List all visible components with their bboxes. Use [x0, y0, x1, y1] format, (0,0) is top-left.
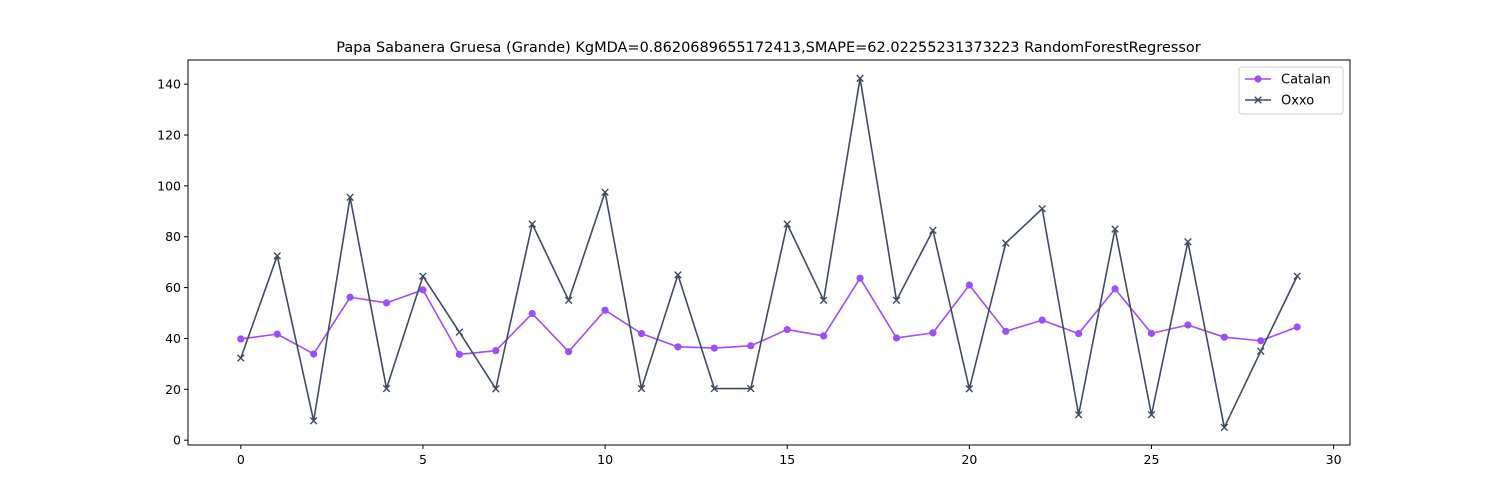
chart-title: Papa Sabanera Gruesa (Grande) KgMDA=0.86… — [336, 40, 1200, 56]
data-point-oxxo — [965, 385, 974, 393]
y-tick-label: 140 — [157, 77, 181, 92]
data-point-catalan — [1220, 333, 1228, 341]
y-tick-label: 100 — [157, 178, 181, 193]
data-point-oxxo — [455, 328, 464, 336]
data-point-catalan — [1075, 330, 1083, 338]
data-point-catalan — [382, 299, 391, 307]
data-point-catalan — [419, 286, 427, 294]
data-point-catalan — [601, 306, 609, 314]
data-point-oxxo — [346, 193, 354, 202]
axes: 0 5 10 15 20 25 30 0 20 40 60 80 100 120 140 — [157, 59, 1351, 467]
data-point-catalan — [1002, 327, 1010, 335]
data-point-oxxo — [856, 74, 864, 83]
data-point-oxxo — [1184, 238, 1192, 246]
y-tick-label: 20 — [165, 382, 181, 397]
data-point-catalan — [492, 347, 500, 355]
data-point-catalan — [1038, 316, 1046, 324]
data-point-catalan — [1257, 337, 1265, 345]
data-point-oxxo — [309, 417, 318, 425]
legend-label-oxxo: Oxxo — [1281, 94, 1314, 109]
data-point-catalan — [1111, 285, 1119, 293]
x-tick-label: 25 — [1144, 452, 1160, 467]
data-point-oxxo — [674, 271, 682, 279]
data-point-oxxo — [273, 252, 282, 260]
data-point-oxxo — [892, 296, 901, 305]
data-point-oxxo — [637, 384, 646, 393]
x-tick-label: 0 — [237, 452, 245, 467]
y-tick-label: 120 — [157, 128, 181, 143]
data-point-oxxo — [492, 385, 500, 393]
y-tick-label: 80 — [165, 229, 181, 244]
data-point-oxxo — [237, 354, 245, 362]
legend-marker-oxxo — [1254, 96, 1262, 104]
data-point-oxxo — [1220, 423, 1229, 432]
data-point-catalan — [310, 350, 318, 358]
data-point-oxxo — [783, 220, 792, 228]
data-point-catalan — [820, 332, 828, 340]
data-point-oxxo — [1147, 410, 1156, 419]
data-point-catalan — [856, 274, 864, 282]
data-point-catalan — [1147, 329, 1156, 337]
y-tick-label: 40 — [165, 331, 181, 346]
data-point-catalan — [674, 343, 682, 351]
legend-label-catalan: Catalan — [1281, 73, 1331, 88]
data-point-oxxo — [1111, 225, 1119, 233]
x-tick-label: 5 — [419, 452, 427, 467]
plot-area — [237, 74, 1301, 432]
data-point-oxxo — [929, 226, 937, 235]
data-point-oxxo — [819, 296, 828, 305]
data-point-catalan — [929, 329, 937, 337]
data-point-catalan — [1184, 321, 1192, 329]
data-point-catalan — [710, 344, 718, 352]
data-point-oxxo — [710, 384, 719, 393]
legend-marker-catalan — [1254, 75, 1262, 83]
data-point-oxxo — [1293, 272, 1301, 280]
data-point-oxxo — [1001, 239, 1010, 247]
x-tick-label: 20 — [961, 452, 977, 467]
data-point-catalan — [455, 350, 463, 359]
data-point-oxxo — [1256, 347, 1265, 355]
data-point-catalan — [346, 293, 354, 301]
data-point-oxxo — [746, 384, 755, 393]
data-point-oxxo — [528, 220, 537, 228]
series-line-catalan — [240, 277, 1298, 356]
x-tick-label: 10 — [597, 452, 613, 467]
data-point-catalan — [528, 309, 536, 318]
x-tick-label: 15 — [779, 452, 795, 467]
data-point-catalan — [565, 348, 573, 356]
data-point-catalan — [783, 325, 791, 334]
legend: Catalan Oxxo — [1238, 66, 1344, 115]
data-point-oxxo — [1074, 410, 1083, 419]
plot-frame — [187, 59, 1351, 446]
x-tick-label: 30 — [1326, 452, 1342, 467]
data-point-oxxo — [601, 188, 609, 197]
data-point-catalan — [637, 330, 646, 338]
data-point-catalan — [237, 335, 245, 343]
data-point-oxxo — [419, 272, 427, 280]
data-point-oxxo — [382, 384, 391, 393]
data-point-oxxo — [1038, 204, 1046, 213]
data-point-oxxo — [564, 296, 573, 305]
data-point-catalan — [1293, 323, 1301, 331]
y-tick-label: 0 — [173, 433, 181, 448]
series-line-oxxo — [240, 77, 1298, 429]
data-point-catalan — [965, 281, 973, 289]
data-point-catalan — [892, 334, 901, 342]
data-point-catalan — [273, 330, 281, 338]
data-point-catalan — [747, 342, 755, 350]
y-tick-label: 60 — [165, 280, 181, 295]
